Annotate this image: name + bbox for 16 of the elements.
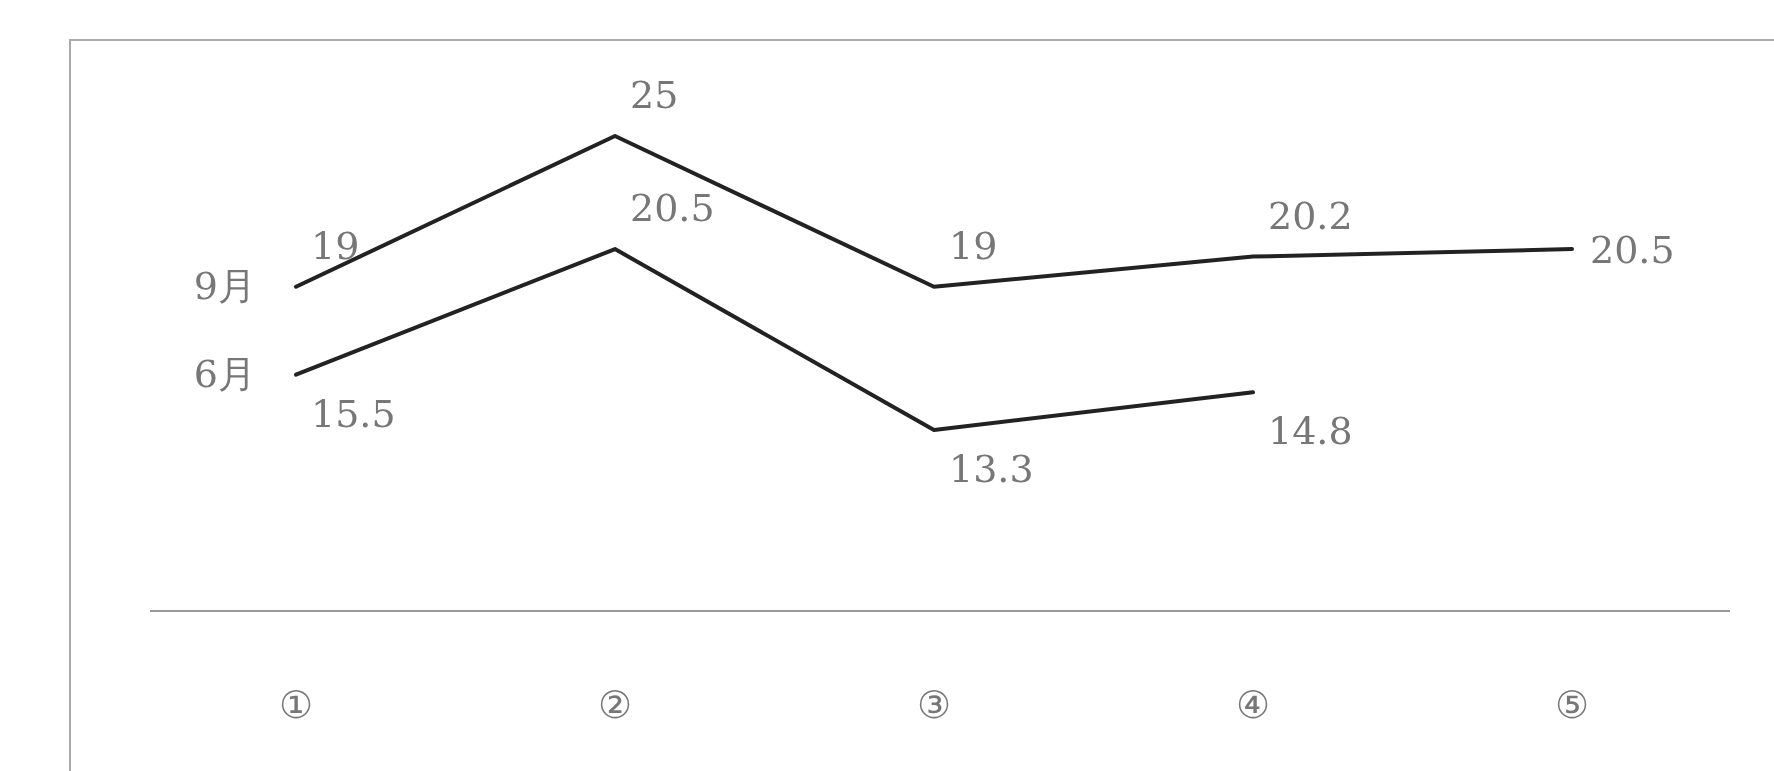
x-tick-label: ④ — [1236, 683, 1270, 727]
data-label: 20.5 — [630, 186, 715, 231]
series-label: 6月 — [193, 351, 256, 396]
data-label: 19 — [949, 223, 998, 268]
data-label: 19 — [311, 223, 360, 268]
data-label: 15.5 — [311, 391, 396, 436]
data-label: 20.5 — [1590, 228, 1675, 273]
x-tick-label: ① — [279, 683, 313, 727]
x-tick-label: ⑤ — [1555, 683, 1589, 727]
data-label: 20.2 — [1268, 193, 1353, 238]
data-label: 14.8 — [1268, 409, 1353, 454]
x-tick-label: ② — [598, 683, 632, 727]
x-tick-label: ③ — [917, 683, 951, 727]
series-label: 9月 — [193, 263, 256, 308]
data-label: 13.3 — [949, 447, 1034, 491]
data-label: 25 — [630, 73, 679, 117]
